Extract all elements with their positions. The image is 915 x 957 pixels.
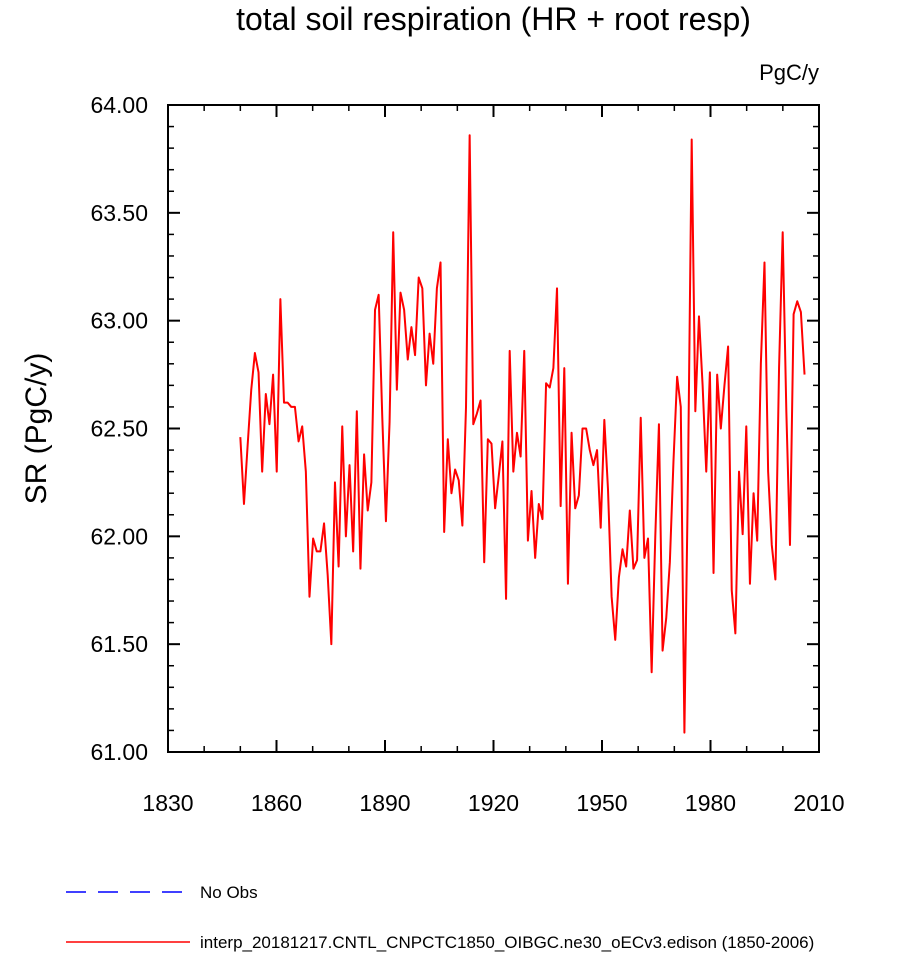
x-tick-label: 1830 — [142, 790, 193, 816]
x-tick-label: 1950 — [576, 790, 627, 816]
y-axis-label: SR (PgC/y) — [20, 353, 53, 505]
y-tick-label: 63.00 — [90, 308, 148, 334]
y-tick-label: 62.50 — [90, 416, 148, 442]
x-tick-label: 2010 — [793, 790, 844, 816]
y-tick-label: 64.00 — [90, 92, 148, 118]
legend: No Obs interp_20181217.CNTL_CNPCTC1850_OI… — [66, 883, 814, 952]
series-group — [239, 134, 806, 734]
series-line-1 — [239, 134, 806, 734]
y-tick-label: 61.00 — [90, 739, 148, 765]
chart-title: total soil respiration (HR + root resp) — [236, 1, 751, 37]
axis-ticks: 1830 1860 1890 1920 1950 1980 2010 61.00 61.50 62… — [90, 92, 844, 816]
x-tick-label: 1890 — [359, 790, 410, 816]
y-tick-label: 61.50 — [90, 631, 148, 657]
x-tick-label: 1860 — [251, 790, 302, 816]
y-tick-label: 63.50 — [90, 200, 148, 226]
legend-label-0: No Obs — [200, 883, 258, 902]
legend-label-1: interp_20181217.CNTL_CNPCTC1850_OIBGC.ne… — [200, 933, 814, 952]
x-tick-label: 1920 — [468, 790, 519, 816]
x-tick-label: 1980 — [685, 790, 736, 816]
chart-units: PgC/y — [759, 60, 819, 85]
y-tick-label: 62.00 — [90, 523, 148, 549]
